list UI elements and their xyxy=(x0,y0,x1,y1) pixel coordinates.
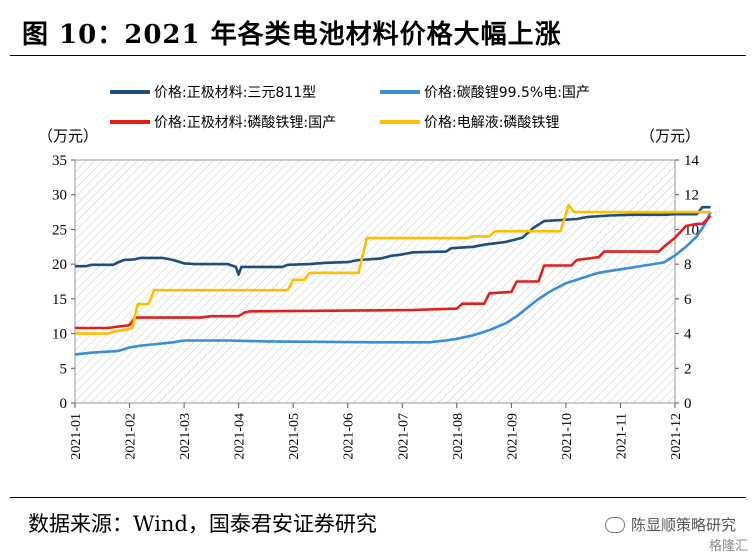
series-line xyxy=(75,203,711,335)
x-tick-label: 2021-09 xyxy=(505,413,520,460)
right-tick-label: 12 xyxy=(684,188,699,204)
left-axis-unit: （万元） xyxy=(38,127,98,145)
right-tick-label: 14 xyxy=(684,153,700,169)
series-lines xyxy=(74,203,712,356)
legend-label: 价格:碳酸锂99.5%电:国产 xyxy=(424,85,590,101)
wechat-icon xyxy=(604,516,625,533)
source-note: 数据来源：Wind，国泰君安证券研究 xyxy=(28,512,377,536)
series-line xyxy=(75,214,712,330)
plot-area xyxy=(74,159,676,404)
x-tick-label: 2021-11 xyxy=(614,413,629,459)
right-tick-label: 8 xyxy=(684,257,692,273)
left-tick-label: 10 xyxy=(52,327,67,343)
left-tick-label: 30 xyxy=(52,188,67,204)
series-line xyxy=(74,211,712,356)
top-divider xyxy=(10,55,746,56)
legend-label: 价格:正极材料:磷酸铁锂:国产 xyxy=(154,115,336,131)
left-tick-label: 0 xyxy=(60,396,68,412)
legend-label: 价格:电解液:磷酸铁锂 xyxy=(424,115,559,131)
right-tick-label: 2 xyxy=(684,361,692,377)
right-tick-label: 6 xyxy=(684,292,692,308)
right-tick-label: 0 xyxy=(684,396,692,412)
x-tick-label: 2021-08 xyxy=(451,413,466,460)
logo: 格隆汇 xyxy=(708,539,748,554)
x-tick-label: 2021-06 xyxy=(342,413,357,460)
left-tick-label: 25 xyxy=(52,222,67,238)
x-axis: 2021-01 2021-02 2021-03 2021-04 2021-05 2021-… xyxy=(69,403,684,460)
x-tick-label: 2021-02 xyxy=(124,413,139,460)
price-chart: 价格:正极材料:三元811型 价格:碳酸锂99.5%电:国产价格:正极材料:磷酸铁… xyxy=(38,85,712,460)
x-tick-label: 2021-05 xyxy=(287,413,302,460)
x-tick-label: 2021-04 xyxy=(233,413,248,460)
watermark-text: 陈显顺策略研究 xyxy=(630,516,736,534)
watermark: 陈显顺策略研究 xyxy=(604,514,736,535)
bottom-divider xyxy=(10,497,746,498)
left-tick-label: 35 xyxy=(52,153,67,169)
right-axis-unit: （万元） xyxy=(640,127,700,145)
left-axis: 0 5 10 15 20 25 30 35 xyxy=(52,153,75,412)
left-tick-label: 15 xyxy=(52,292,67,308)
left-tick-label: 20 xyxy=(52,257,67,273)
figure-title: 图 10：2021 年各类电池材料价格大幅上涨 xyxy=(22,20,562,50)
legend-label: 价格:正极材料:三元811型 xyxy=(154,85,316,101)
x-tick-label: 2021-07 xyxy=(396,413,411,460)
left-tick-label: 5 xyxy=(60,361,68,377)
x-tick-label: 2021-03 xyxy=(178,413,193,460)
chart-legend: 价格:正极材料:三元811型 价格:碳酸锂99.5%电:国产价格:正极材料:磷酸铁… xyxy=(110,85,590,131)
series-line xyxy=(75,205,711,276)
x-tick-label: 2021-12 xyxy=(669,413,684,460)
x-tick-label: 2021-01 xyxy=(69,413,84,460)
x-tick-label: 2021-10 xyxy=(560,413,575,460)
right-tick-label: 4 xyxy=(684,327,692,343)
